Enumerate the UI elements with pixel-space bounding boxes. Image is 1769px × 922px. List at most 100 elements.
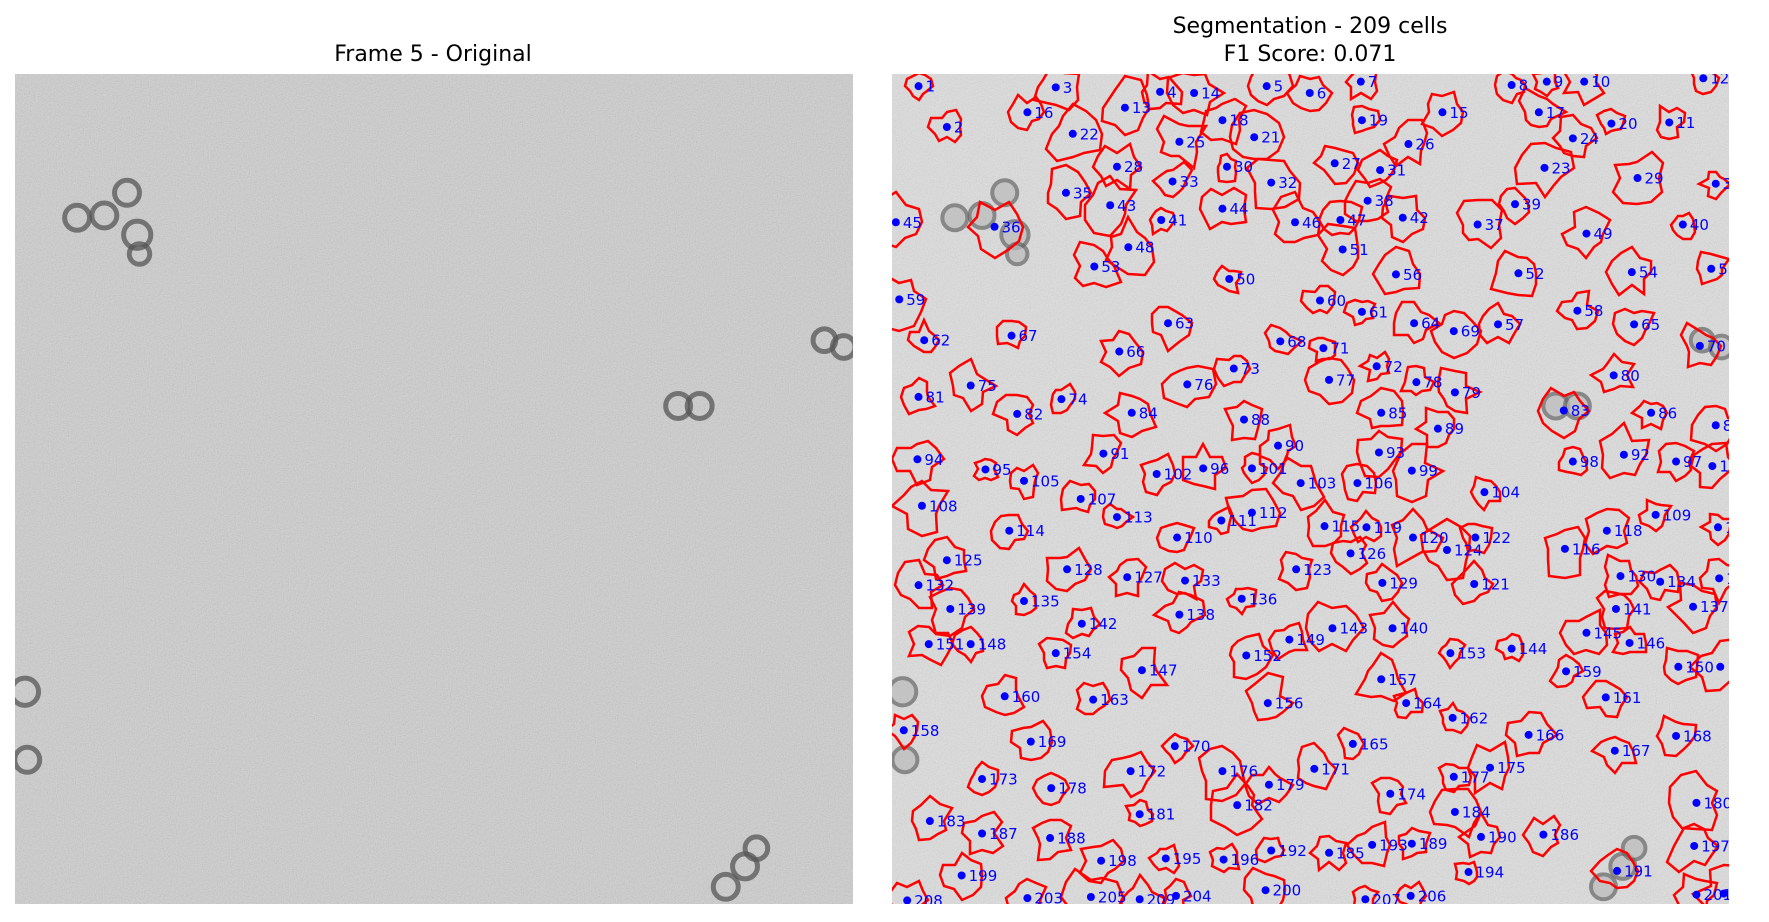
cell-centroid xyxy=(1157,215,1166,224)
cell-centroid xyxy=(1076,494,1085,503)
cell-contour xyxy=(1655,103,1687,141)
cell-label: 124 xyxy=(1454,541,1483,559)
cell-contour xyxy=(1656,441,1696,483)
cell-centroid xyxy=(1305,88,1314,97)
cell-centroid xyxy=(1619,450,1628,459)
cell-centroid xyxy=(1247,508,1256,517)
cell-contour xyxy=(1695,250,1729,286)
cell-centroid xyxy=(914,82,923,91)
cell-contour xyxy=(1147,843,1181,875)
cell-centroid xyxy=(1190,88,1199,97)
cell-label: 53 xyxy=(1101,258,1120,276)
cell-label: 203 xyxy=(1034,890,1063,908)
left-title: Frame 5 - Original xyxy=(334,42,532,67)
cell-label: 188 xyxy=(1057,830,1086,848)
cell-centroid xyxy=(1559,406,1568,415)
cell-label: 110 xyxy=(1184,529,1213,547)
cell-centroid xyxy=(1368,840,1377,849)
cell-label: 104 xyxy=(1491,484,1520,502)
cell-contour xyxy=(1329,535,1369,576)
cell-contour xyxy=(972,457,1000,482)
cell-contour xyxy=(1603,553,1640,599)
cell-contour xyxy=(1382,118,1429,168)
cell-label: 173 xyxy=(989,771,1018,789)
cell-centroid xyxy=(1263,699,1272,708)
cell-label: 178 xyxy=(1058,780,1087,798)
cell-centroid xyxy=(920,336,929,345)
cell-contour xyxy=(1072,240,1123,289)
cell-label: 162 xyxy=(1460,709,1489,727)
cell-label: 86 xyxy=(1658,404,1677,422)
cell-centroid xyxy=(1689,602,1698,611)
cell-label: 182 xyxy=(1244,797,1273,815)
cell-label: 176 xyxy=(1229,763,1258,781)
cell-label: 54 xyxy=(1639,264,1658,282)
cell-centroid xyxy=(1219,855,1228,864)
cell-contour xyxy=(1150,305,1194,354)
cell-contour xyxy=(1394,880,1428,904)
cell-centroid xyxy=(1123,573,1132,582)
cell-centroid xyxy=(1099,449,1108,458)
cell-contour xyxy=(1008,463,1040,501)
cell-centroid xyxy=(1239,415,1248,424)
cell-contour xyxy=(1336,726,1366,761)
cell-centroid xyxy=(1274,441,1283,450)
cell-label: 161 xyxy=(1613,689,1642,707)
cell-label: 76 xyxy=(1194,376,1213,394)
cell-ring xyxy=(1620,834,1648,862)
cell-label: 116 xyxy=(1572,540,1601,558)
cell-centroid xyxy=(1264,780,1273,789)
cell-label: 99 xyxy=(1419,462,1438,480)
cell-label: 144 xyxy=(1519,640,1548,658)
cell-centroid xyxy=(966,381,975,390)
cell-contour xyxy=(1004,877,1048,904)
cell-ring xyxy=(15,744,43,775)
cell-label: 170 xyxy=(1182,738,1211,756)
cell-label: 187 xyxy=(989,825,1018,843)
cell-contour xyxy=(1391,442,1446,504)
cell-centroid xyxy=(1480,488,1489,497)
cell-contour xyxy=(1589,735,1638,775)
cell-centroid xyxy=(1412,378,1421,387)
cell-centroid xyxy=(1692,798,1701,807)
cell-centroid xyxy=(1450,388,1459,397)
cell-centroid xyxy=(1610,746,1619,755)
cell-contour xyxy=(1370,776,1408,816)
cell-label: 180 xyxy=(1703,794,1732,812)
cell-contour xyxy=(966,760,1000,797)
cell-centroid xyxy=(1218,767,1227,776)
cell-contour xyxy=(910,794,954,842)
cell-label: 195 xyxy=(1173,850,1202,868)
cell-centroid xyxy=(1222,162,1231,171)
cell-contour xyxy=(1399,364,1436,397)
cell-label: 43 xyxy=(1117,197,1136,215)
cell-contour xyxy=(1456,810,1502,859)
cell-contour xyxy=(1308,834,1348,873)
cell-label: 96 xyxy=(1210,460,1229,478)
cell-centroid xyxy=(1391,270,1400,279)
cell-contour xyxy=(1611,625,1648,656)
cell-centroid xyxy=(1112,513,1121,522)
cell-centroid xyxy=(1374,448,1383,457)
cell-centroid xyxy=(1292,565,1301,574)
cell-centroid xyxy=(1674,662,1683,671)
cell-centroid xyxy=(1137,666,1146,675)
cell-contour xyxy=(1344,74,1379,102)
cell-centroid xyxy=(1633,174,1642,183)
cell-label: 106 xyxy=(1364,475,1393,493)
cell-contour xyxy=(1354,651,1408,703)
right-subtitle: F1 Score: 0.071 xyxy=(1224,42,1397,67)
cell-centroid xyxy=(1398,213,1407,222)
cell-contour xyxy=(1531,74,1560,98)
cell-label: 15 xyxy=(1449,104,1468,122)
cell-contour xyxy=(1555,289,1600,331)
cell-label: 97 xyxy=(1683,453,1702,471)
cell-label: 112 xyxy=(1259,504,1288,522)
cell-label: 14 xyxy=(1201,84,1220,102)
cell-label: 101 xyxy=(1259,460,1288,478)
cell-centroid xyxy=(1164,319,1173,328)
cell-contour xyxy=(892,879,930,904)
cell-contour xyxy=(966,200,1025,260)
cell-label: 20 xyxy=(1618,115,1637,133)
